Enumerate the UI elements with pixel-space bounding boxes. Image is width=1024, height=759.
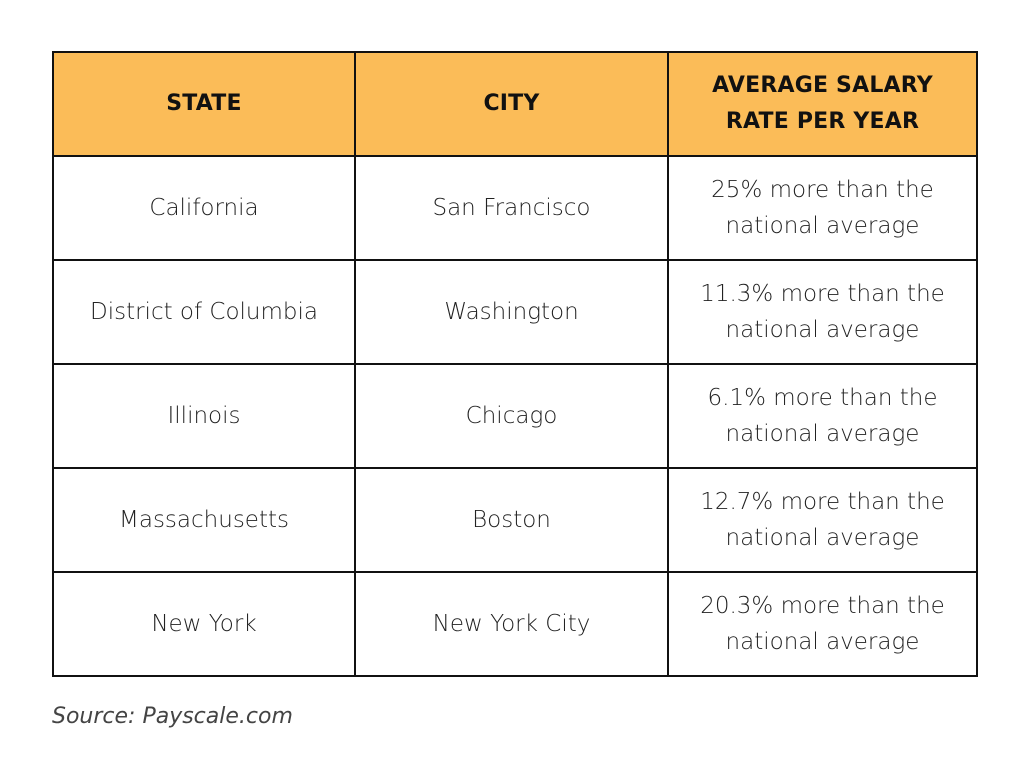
source-note: Source: Payscale.com — [52, 704, 293, 729]
header-state: STATE — [52, 51, 356, 157]
table-row: New York New York City 20.3% more than the… — [52, 571, 978, 677]
table-row: Illinois Chicago 6.1% more than the nation… — [52, 363, 978, 469]
rate-cell: 25% more than the national average — [667, 155, 978, 261]
state-cell: California — [52, 155, 356, 261]
state-cell: District of Columbia — [52, 259, 356, 365]
city-cell: San Francisco — [354, 155, 669, 261]
city-cell: Chicago — [354, 363, 669, 469]
state-cell: Illinois — [52, 363, 356, 469]
rate-cell: 12.7% more than the national average — [667, 467, 978, 573]
rate-cell: 11.3% more than the national average — [667, 259, 978, 365]
header-rate: AVERAGE SALARY RATE PER YEAR — [667, 51, 978, 157]
header-rate-text: AVERAGE SALARY RATE PER YEAR — [712, 73, 933, 134]
header-row: STATE CITY AVERAGE SALARY RATE PER YEAR — [52, 51, 978, 157]
state-cell: New York — [52, 571, 356, 677]
rate-text: 12.7% more than the national average — [700, 489, 945, 551]
table-row: District of Columbia Washington 11.3% more… — [52, 259, 978, 365]
rate-text: 6.1% more than the national average — [707, 385, 938, 447]
rate-cell: 6.1% more than the national average — [667, 363, 978, 469]
table-row: California San Francisco 25% more than the… — [52, 155, 978, 261]
table-row: Massachusetts Boston 12.7% more than the n… — [52, 467, 978, 573]
rate-cell: 20.3% more than the national average — [667, 571, 978, 677]
rate-text: 20.3% more than the national average — [700, 593, 945, 655]
rate-text: 25% more than the national average — [711, 177, 934, 239]
rate-text: 11.3% more than the national average — [700, 281, 945, 343]
city-cell: Boston — [354, 467, 669, 573]
state-cell: Massachusetts — [52, 467, 356, 573]
salary-table: STATE CITY AVERAGE SALARY RATE PER YEAR … — [52, 51, 978, 677]
city-cell: New York City — [354, 571, 669, 677]
header-city: CITY — [354, 51, 669, 157]
city-cell: Washington — [354, 259, 669, 365]
